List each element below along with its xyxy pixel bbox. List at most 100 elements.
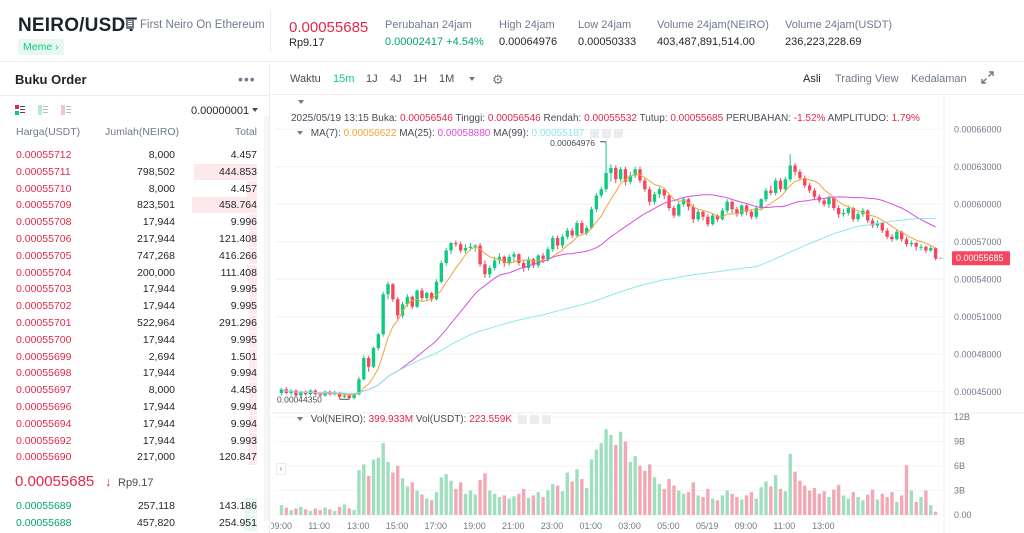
column-price: Harga(USDT): [16, 126, 81, 138]
view-tradingview[interactable]: Trading View: [835, 73, 899, 85]
chevron-down-icon[interactable]: [298, 100, 304, 104]
candle-body: [473, 245, 477, 247]
candle-body: [347, 395, 351, 398]
tf-1m[interactable]: 1M: [439, 73, 455, 85]
tf-1j[interactable]: 1J: [366, 73, 378, 85]
chevron-down-icon[interactable]: [252, 108, 258, 112]
candle-body: [410, 296, 414, 307]
candlestick-chart[interactable]: 0.00066000 0.00063000 0.00060000 0.00057000…: [271, 95, 1024, 533]
ask-price: 0.00055699: [16, 350, 72, 363]
ask-row[interactable]: 0.00055702 17,944 9.995: [0, 298, 270, 315]
ask-row[interactable]: 0.00055709 823,501 458.764: [0, 197, 270, 214]
volume-bar: [541, 497, 545, 515]
volume-bar: [323, 507, 327, 515]
gear-icon[interactable]: ⚙: [492, 72, 504, 87]
ask-row[interactable]: 0.00055699 2,694 1.501: [0, 348, 270, 365]
volume-bar: [686, 492, 691, 515]
tf-15m[interactable]: 15m: [333, 73, 355, 85]
chevron-down-icon[interactable]: [469, 77, 475, 81]
pair-subtitle[interactable]: First Neiro On Ethereum: [140, 19, 265, 31]
volume-bar: [449, 480, 453, 515]
ask-row[interactable]: 0.00055705 747,268 416.266: [0, 247, 270, 264]
visibility-icon[interactable]: [590, 128, 600, 138]
tf-time[interactable]: Waktu: [290, 73, 321, 85]
expand-icon[interactable]: [981, 71, 994, 84]
stat-value: 403,487,891,514.00: [657, 36, 755, 48]
ask-row[interactable]: 0.00055694 17,944 9.994: [0, 415, 270, 432]
ask-row[interactable]: 0.00055700 17,944 9.995: [0, 331, 270, 348]
document-icon[interactable]: [126, 19, 134, 29]
ask-row[interactable]: 0.00055710 8,000 4.457: [0, 180, 270, 197]
scroll-left-button[interactable]: ›: [276, 463, 286, 475]
ask-total: 9.995: [230, 300, 257, 313]
depth-bar: [249, 382, 257, 399]
more-options-icon[interactable]: •••: [238, 71, 256, 87]
price-step-select[interactable]: 0.00000001: [191, 105, 250, 117]
mid-price-row[interactable]: 0.00055685 ↓ Rp9.17: [0, 470, 270, 494]
ask-row[interactable]: 0.00055692 17,944 9.993: [0, 432, 270, 449]
category-tag[interactable]: Meme ›: [18, 39, 64, 55]
time-tick-label: 13:00: [347, 521, 370, 531]
bid-row[interactable]: 0.00055688 457,820 254.951: [0, 515, 270, 531]
vol-quote-label: Vol(USDT):: [415, 414, 467, 425]
close-icon[interactable]: [614, 128, 624, 138]
view-depth[interactable]: Kedalaman: [911, 73, 967, 85]
depth-bar: [247, 180, 257, 197]
depth-bar: [249, 399, 257, 415]
price-tick-label: 0.00045000: [954, 387, 1002, 397]
candle-body: [890, 236, 894, 240]
tf-4j[interactable]: 4J: [390, 73, 402, 85]
ask-row[interactable]: 0.00055706 217,944 121.408: [0, 231, 270, 247]
ma-legend: MA(7): 0.00056622 MA(25): 0.00058880 MA(…: [297, 128, 624, 139]
ask-row[interactable]: 0.00055711 798,502 444.853: [0, 163, 270, 180]
ask-row[interactable]: 0.00055701 522,964 291.296: [0, 315, 270, 331]
candle-body: [517, 254, 521, 263]
close-icon[interactable]: [541, 414, 551, 424]
visibility-icon[interactable]: [517, 414, 527, 424]
scrollbar[interactable]: [264, 116, 269, 521]
pair-title[interactable]: NEIRO/USDT: [18, 15, 138, 36]
ask-row[interactable]: 0.00055690 217,000 120.847: [0, 449, 270, 466]
view-bids-icon[interactable]: [38, 105, 48, 115]
volume-bar: [885, 497, 889, 515]
ask-row[interactable]: 0.00055704 200,000 111.408: [0, 264, 270, 281]
bid-row[interactable]: 0.00055689 257,118 143.186: [0, 498, 270, 514]
bid-amount: 457,820: [137, 517, 175, 529]
view-original[interactable]: Asli: [803, 73, 821, 85]
ticker-header: NEIRO/USDT First Neiro On Ethereum Meme …: [0, 0, 1024, 62]
ask-total: 9.994: [230, 401, 257, 413]
ask-row[interactable]: 0.00055697 8,000 4.456: [0, 382, 270, 399]
settings-icon[interactable]: [529, 414, 539, 424]
divider: [271, 94, 1024, 95]
candle-body: [444, 250, 448, 263]
candle-body: [643, 180, 647, 190]
volume-bar: [866, 494, 870, 515]
ask-row[interactable]: 0.00055696 17,944 9.994: [0, 399, 270, 415]
ask-row[interactable]: 0.00055712 8,000 4.457: [0, 147, 270, 163]
chevron-down-icon[interactable]: [297, 417, 303, 422]
volume-bar: [861, 500, 865, 515]
settings-icon[interactable]: [602, 128, 612, 138]
candle-body: [546, 249, 550, 260]
view-both-icon[interactable]: [15, 105, 25, 115]
volume-bar: [522, 488, 526, 515]
volume-bar: [924, 490, 928, 515]
ask-amount: 17,944: [142, 300, 175, 313]
tf-1h[interactable]: 1H: [413, 73, 428, 85]
view-asks-icon[interactable]: [61, 105, 71, 115]
candle-body: [677, 204, 681, 216]
chevron-down-icon[interactable]: [297, 131, 303, 136]
ask-row[interactable]: 0.00055698 17,944 9.994: [0, 365, 270, 382]
candle-body: [434, 281, 439, 300]
candle-body: [337, 393, 342, 397]
candle-body: [914, 243, 918, 247]
volume-bar: [410, 482, 414, 515]
ask-row[interactable]: 0.00055703 17,944 9.995: [0, 281, 270, 298]
ask-row[interactable]: 0.00055708 17,944 9.996: [0, 214, 270, 231]
ask-price: 0.00055694: [16, 417, 72, 430]
volume-bar: [706, 488, 710, 515]
volume-bar: [473, 494, 477, 515]
mid-price: 0.00055685: [15, 473, 95, 490]
volume-bar: [352, 510, 356, 515]
ask-price: 0.00055700: [16, 333, 72, 346]
